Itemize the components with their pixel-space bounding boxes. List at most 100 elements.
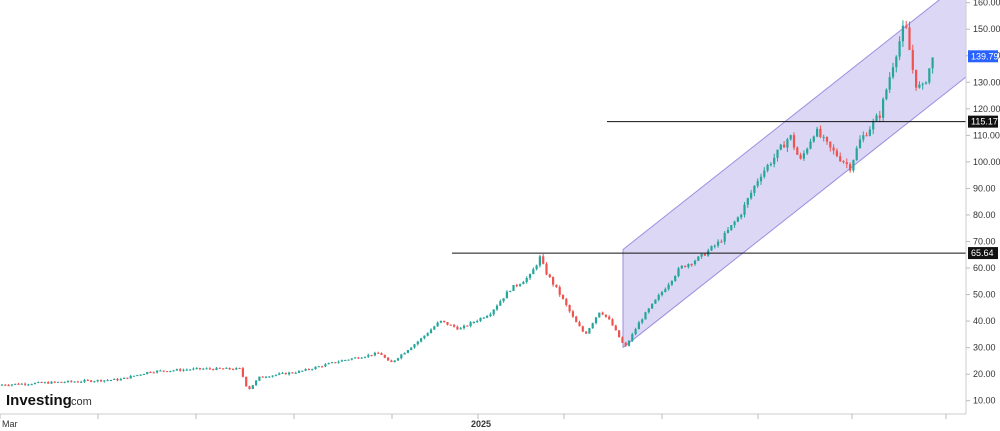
candle-body (20, 383, 23, 385)
candle (30, 383, 33, 386)
candle-body (123, 377, 126, 379)
candle (561, 294, 565, 300)
candle (624, 341, 627, 347)
candle (396, 357, 400, 362)
candle (759, 173, 763, 185)
candle-body (387, 357, 390, 361)
candle-body (486, 315, 489, 318)
candle (357, 356, 360, 359)
candle-body (14, 383, 17, 385)
candle-body (99, 379, 103, 382)
candle-body (4, 384, 7, 386)
candle-body (175, 369, 178, 371)
candle-body (472, 321, 475, 323)
logo-suffix: .com (68, 396, 92, 408)
candle (93, 380, 96, 383)
candle-body (839, 156, 842, 162)
candle-body (334, 362, 337, 364)
candle (476, 319, 479, 323)
candle-body (703, 253, 706, 256)
candle (509, 290, 512, 293)
candle-body (664, 289, 667, 293)
candle-body (439, 320, 442, 323)
candle-body (872, 121, 875, 130)
candle (809, 138, 812, 150)
candle-body (776, 149, 779, 158)
candle (736, 216, 739, 223)
candle-body (905, 25, 908, 28)
candle-body (680, 265, 683, 269)
candle (532, 267, 535, 275)
candle (103, 380, 106, 383)
candle (515, 283, 518, 288)
y-tick-label: 160.00 (973, 0, 1000, 8)
candle (538, 254, 541, 268)
candle-body (423, 335, 426, 339)
candle-body (756, 181, 759, 186)
candle (33, 382, 37, 385)
candle-body (449, 324, 452, 326)
candle-body (255, 380, 258, 386)
candle (370, 354, 373, 357)
candle-body (410, 347, 413, 351)
candle-body (806, 148, 809, 154)
candle-body (476, 320, 479, 322)
candle-body (875, 115, 878, 122)
candle-body (611, 319, 614, 326)
candle (720, 239, 723, 243)
candle-body (812, 136, 815, 142)
candle-body (608, 316, 611, 320)
candle (324, 363, 327, 368)
candle-body (525, 277, 528, 283)
candle (604, 314, 607, 318)
candle (245, 376, 248, 387)
candle-body (57, 381, 60, 383)
candle-body (713, 245, 716, 247)
candle (882, 97, 885, 122)
candle (634, 327, 637, 336)
candle (416, 340, 419, 346)
candle-body (898, 41, 901, 57)
candle-body (888, 77, 891, 90)
candle (565, 297, 568, 307)
candle (291, 372, 294, 374)
candle (469, 321, 472, 328)
candle-body (225, 367, 228, 369)
candle (697, 255, 700, 262)
candle (410, 347, 413, 351)
candle-body (786, 139, 789, 148)
candle (301, 370, 304, 372)
candle-body (24, 383, 27, 385)
candle-body (152, 372, 155, 374)
candle (555, 284, 558, 288)
candle (334, 362, 337, 364)
candle-body (697, 256, 700, 261)
candle (406, 349, 409, 354)
candle-body (142, 373, 145, 375)
candle-body (453, 324, 456, 327)
candle-body (146, 372, 149, 374)
candle-body (307, 369, 310, 371)
candle-body (383, 354, 386, 358)
candle-body (179, 369, 182, 371)
candle (571, 309, 574, 318)
candle-body (505, 291, 508, 299)
current-price-badge (968, 50, 998, 63)
candle-body (575, 316, 578, 323)
candle-body (482, 317, 485, 319)
candle-body (740, 214, 743, 218)
candle-body (736, 217, 739, 222)
candle-body (829, 141, 832, 148)
y-tick-label: 120.00 (973, 104, 1000, 114)
candle-body (205, 368, 208, 370)
candle (60, 381, 63, 383)
y-tick-label: 100.00 (973, 157, 1000, 167)
candle (297, 370, 301, 374)
candle (258, 376, 261, 382)
candle (878, 110, 881, 123)
candle-body (268, 376, 271, 378)
candle-body (129, 375, 132, 379)
candle-body (865, 135, 868, 137)
candle (753, 185, 756, 197)
candle-body (627, 340, 631, 346)
